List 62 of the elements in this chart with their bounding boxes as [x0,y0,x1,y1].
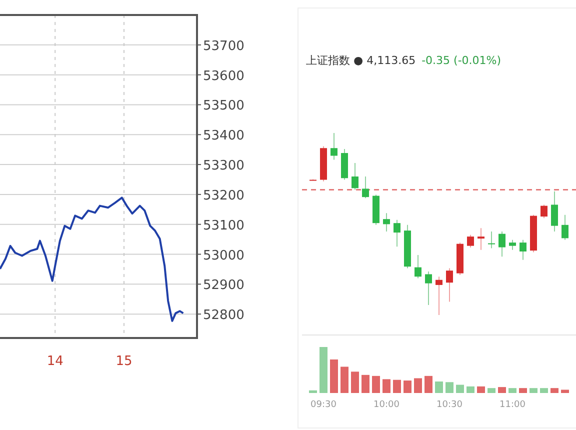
y-tick-label: 53200 [203,188,244,204]
y-tick-label: 52900 [203,278,244,294]
x-tick-label: 15 [116,354,132,369]
bar [530,388,538,393]
bar [330,359,338,393]
bar [372,376,380,393]
bar [351,372,359,393]
bar [414,378,422,393]
bar [382,379,390,393]
bar [393,380,401,393]
bar [477,386,485,393]
candlestick [562,214,568,240]
line-series [0,196,184,322]
x-tick-label: 14 [46,354,64,369]
candlestick [467,234,474,248]
candlestick [551,190,558,232]
bar [540,388,548,393]
bar [404,380,412,393]
y-tick-label: 53000 [203,248,244,264]
y-tick-label: 53100 [203,218,244,234]
bar [340,366,348,393]
candlestick [488,230,495,249]
bar [435,382,443,393]
bar [446,382,454,393]
candlestick [394,219,400,248]
bar [362,374,370,393]
x-tick-label: 09:30 [310,400,337,410]
candlestick [540,204,548,219]
candlestick [362,176,369,199]
bar [424,376,432,393]
y-tick-label: 53500 [203,98,244,114]
candlestick [352,162,358,190]
bar [561,390,569,393]
bar [508,388,516,393]
candlestick [509,239,516,250]
bar [498,387,506,393]
bar [466,386,474,393]
x-tick-label: 10:30 [436,400,463,410]
y-tick-label: 53300 [203,158,244,174]
bar [456,384,464,393]
candlestick [446,268,453,302]
bar [488,388,496,393]
candlestick [436,276,442,316]
candlestick [520,239,526,260]
y-tick-label: 53400 [203,128,244,144]
x-tick-label: 11:00 [500,400,526,410]
candlestick [383,212,390,232]
candlestick [478,228,484,250]
bar [550,388,558,393]
chart-subtitle: -0.35 (-0.01%) [422,54,502,67]
bar [309,390,317,393]
candlestick [425,271,432,306]
candlestick [414,254,422,279]
bar [320,347,328,393]
bar [519,388,527,393]
chart-title: 上证指数 ● 4,113.65 [306,54,416,67]
y-tick-label: 53600 [203,68,244,84]
candlestick [330,132,338,160]
y-tick-label: 52800 [203,308,244,324]
x-tick-label: 10:00 [374,400,400,410]
y-tick-label: 53700 [203,38,244,54]
candlestick [498,230,506,258]
